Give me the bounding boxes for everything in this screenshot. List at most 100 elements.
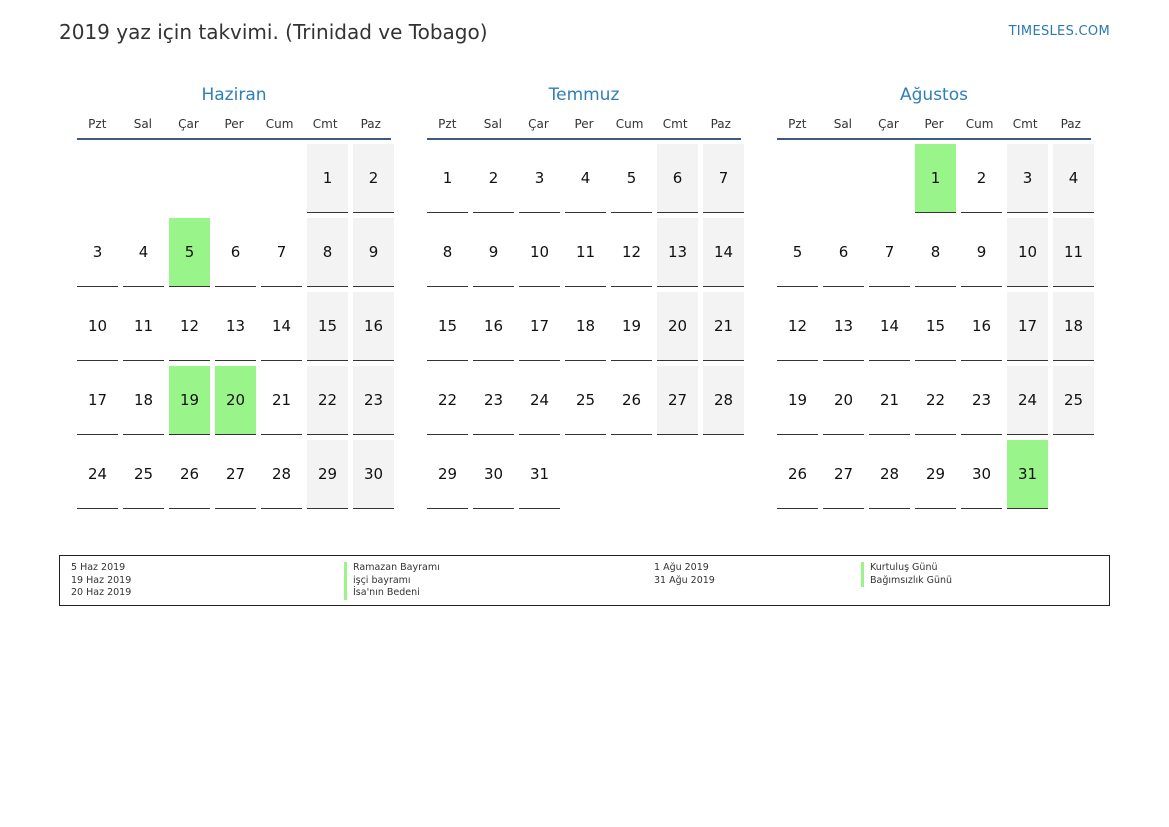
calendar-day: 19 <box>169 366 210 435</box>
weekday-label: Cum <box>965 117 994 131</box>
calendar-day: 12 <box>169 292 210 361</box>
weekday-label: Cmt <box>1012 117 1038 131</box>
calendar-day: 30 <box>473 440 514 509</box>
calendar-day: 11 <box>123 292 164 361</box>
calendar-day: 24 <box>519 366 560 435</box>
calendar-day: 21 <box>703 292 744 361</box>
calendar-day: 10 <box>519 218 560 287</box>
legend-date: 20 Haz 2019 <box>71 587 132 599</box>
calendar-day: 15 <box>915 292 956 361</box>
weekday-label: Pzt <box>788 117 807 131</box>
legend-date: 1 Ağu 2019 <box>654 562 709 573</box>
calendar-day: 12 <box>611 218 652 287</box>
calendar-day: 4 <box>1053 144 1094 213</box>
calendar-day: 4 <box>123 218 164 287</box>
calendar-day: 9 <box>961 218 1002 287</box>
calendar-day: 18 <box>565 292 606 361</box>
calendar-day: 31 <box>519 440 560 509</box>
calendar-day: 9 <box>353 218 394 287</box>
empty-cell <box>123 144 164 212</box>
calendar-day: 8 <box>307 218 348 287</box>
calendar-day: 27 <box>657 366 698 435</box>
calendar-day: 28 <box>869 440 910 509</box>
calendar-day: 8 <box>915 218 956 287</box>
empty-cell <box>869 144 910 212</box>
calendar-day: 10 <box>1007 218 1048 287</box>
calendar-day: 7 <box>261 218 302 287</box>
weekday-label: Cmt <box>312 117 338 131</box>
weekday-label: Paz <box>710 117 731 131</box>
month-title: Temmuz <box>548 85 620 105</box>
calendar-day: 6 <box>823 218 864 287</box>
calendar-day: 3 <box>77 218 118 287</box>
calendar-day: 26 <box>611 366 652 435</box>
day-grid: 1 2 3 4 5 6 7 8 9 10 11 12 13 14 15 16 17 18 19 20 21 22 23 24 2… <box>777 144 1094 509</box>
calendar-day: 21 <box>869 366 910 435</box>
calendar-day: 17 <box>519 292 560 361</box>
legend-holiday-name: işçi bayramı <box>344 574 440 588</box>
calendar-day: 20 <box>657 292 698 361</box>
calendar-day: 8 <box>427 218 468 287</box>
calendar-day: 2 <box>473 144 514 213</box>
calendar-day: 1 <box>427 144 468 213</box>
calendar-day: 25 <box>565 366 606 435</box>
legend-names-group-1: Ramazan Bayramı işçi bayramı İsa'nın Bed… <box>344 562 440 601</box>
weekday-label: Sal <box>483 117 503 131</box>
calendar-day: 17 <box>77 366 118 435</box>
calendar-day: 18 <box>123 366 164 435</box>
calendar-day: 6 <box>657 144 698 213</box>
calendar-day: 23 <box>473 366 514 435</box>
calendar-day: 30 <box>353 440 394 509</box>
legend-holiday-name: Ramazan Bayramı <box>344 562 440 575</box>
calendar-day: 20 <box>823 366 864 435</box>
weekday-header: Pzt Sal Çar Per Cum Cmt Paz <box>77 117 391 140</box>
calendar-day: 18 <box>1053 292 1094 361</box>
holiday-legend: 5 Haz 2019 19 Haz 2019 20 Haz 2019 Ramaz… <box>59 555 1110 606</box>
calendar-day: 1 <box>915 144 956 213</box>
calendar-day: 2 <box>353 144 394 213</box>
legend-date: 19 Haz 2019 <box>71 574 132 586</box>
weekday-label: Per <box>574 117 594 131</box>
calendar-day: 28 <box>261 440 302 509</box>
legend-dates-group-1: 5 Haz 2019 19 Haz 2019 20 Haz 2019 <box>71 562 131 600</box>
calendar-day: 22 <box>915 366 956 435</box>
calendar-day: 20 <box>215 366 256 435</box>
weekday-header: Pzt Sal Çar Per Cum Cmt Paz <box>777 117 1091 140</box>
weekday-label: Per <box>924 117 944 131</box>
calendar-day: 7 <box>869 218 910 287</box>
calendar-day: 11 <box>1053 218 1094 287</box>
calendar-day: 14 <box>869 292 910 361</box>
calendar-day: 14 <box>703 218 744 287</box>
day-grid: 1 2 3 4 5 6 7 8 9 10 11 12 13 14 15 16 17 18 19 20 21 22 23 24 2… <box>427 144 744 509</box>
calendar-day: 27 <box>823 440 864 509</box>
calendar-day: 16 <box>353 292 394 361</box>
legend-date: 5 Haz 2019 <box>71 562 126 573</box>
legend-holiday-name: Bağımsızlık Günü <box>861 574 952 588</box>
empty-cell <box>823 144 864 212</box>
calendar-day: 13 <box>215 292 256 361</box>
calendar-day: 5 <box>611 144 652 213</box>
empty-cell <box>169 144 210 212</box>
calendar-day: 11 <box>565 218 606 287</box>
calendar-day: 31 <box>1007 440 1048 509</box>
calendar-day: 25 <box>1053 366 1094 435</box>
calendar-day: 25 <box>123 440 164 509</box>
legend-holiday-name: İsa'nın Bedeni <box>344 587 440 601</box>
calendar-day: 22 <box>307 366 348 435</box>
month-title: Haziran <box>201 85 267 105</box>
calendar-day: 17 <box>1007 292 1048 361</box>
calendar-day: 5 <box>777 218 818 287</box>
site-link[interactable]: TIMESLES.COM <box>1008 24 1110 39</box>
calendar-day: 7 <box>703 144 744 213</box>
calendar-day: 30 <box>961 440 1002 509</box>
calendar-day: 24 <box>77 440 118 509</box>
weekday-label: Çar <box>528 117 549 131</box>
calendar-day: 6 <box>215 218 256 287</box>
calendar-day: 1 <box>307 144 348 213</box>
calendar-day: 29 <box>915 440 956 509</box>
weekday-label: Pzt <box>88 117 107 131</box>
calendar-day: 9 <box>473 218 514 287</box>
